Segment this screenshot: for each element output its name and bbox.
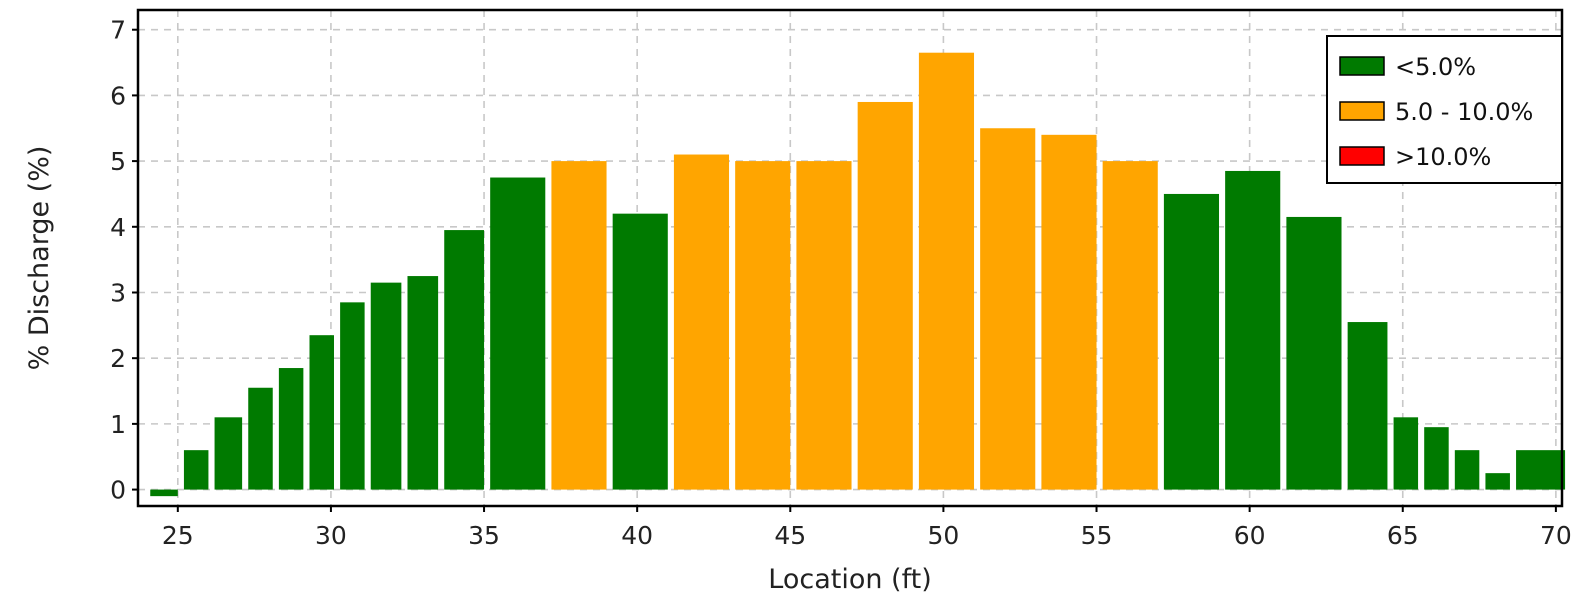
- x-tick-label: 35: [468, 521, 500, 550]
- legend: <5.0% 5.0 - 10.0% >10.0%: [1326, 35, 1563, 184]
- bar-6: [340, 302, 365, 490]
- y-tick-label: 3: [110, 278, 126, 307]
- y-tick-label: 7: [110, 16, 126, 45]
- legend-swatch: [1339, 56, 1385, 76]
- bar-15: [796, 161, 852, 490]
- bar-22: [1225, 170, 1281, 490]
- bar-8: [407, 276, 439, 490]
- bar-28: [1485, 473, 1510, 490]
- bar-18: [980, 128, 1036, 490]
- bar-0: [150, 489, 178, 497]
- y-tick-label: 4: [110, 213, 126, 242]
- bar-7: [370, 282, 402, 490]
- y-tick-label: 1: [110, 410, 126, 439]
- bar-10: [490, 177, 546, 490]
- bar-27: [1454, 450, 1480, 490]
- legend-label: <5.0%: [1395, 53, 1476, 81]
- bars: [150, 52, 1566, 497]
- x-axis-title: Location (ft): [768, 564, 931, 595]
- bar-19: [1041, 134, 1097, 490]
- bar-16: [857, 101, 913, 490]
- y-tick-label: 6: [110, 81, 126, 110]
- bar-13: [673, 154, 730, 490]
- y-tick-label: 0: [110, 476, 126, 505]
- bar-29: [1516, 450, 1566, 490]
- bar-4: [278, 368, 304, 490]
- bar-26: [1424, 427, 1449, 490]
- bar-9: [444, 230, 485, 490]
- y-tick-label: 5: [110, 147, 126, 176]
- x-tick-label: 70: [1540, 521, 1572, 550]
- x-tick-label: 60: [1234, 521, 1266, 550]
- legend-swatch: [1339, 146, 1385, 166]
- bar-20: [1102, 161, 1158, 490]
- x-tick-label: 25: [162, 521, 194, 550]
- bar-23: [1286, 216, 1342, 490]
- plot-frame: [136, 8, 1564, 508]
- x-tick-label: 45: [774, 521, 806, 550]
- bar-17: [918, 52, 975, 490]
- bar-25: [1393, 417, 1419, 490]
- bar-21: [1163, 193, 1220, 490]
- bar-3: [248, 387, 273, 490]
- bar-2: [214, 417, 243, 490]
- bar-14: [735, 161, 791, 490]
- bar-24: [1347, 322, 1388, 490]
- x-tick-label: 30: [315, 521, 347, 550]
- bar-11: [551, 161, 607, 490]
- x-tick-label: 50: [927, 521, 959, 550]
- x-tick-label: 40: [621, 521, 653, 550]
- y-axis-title: % Discharge (%): [24, 146, 55, 371]
- legend-label: >10.0%: [1395, 143, 1491, 171]
- legend-label: 5.0 - 10.0%: [1395, 98, 1533, 126]
- bar-12: [612, 213, 668, 490]
- bar-5: [309, 335, 334, 490]
- x-tick-label: 55: [1081, 521, 1113, 550]
- legend-swatch: [1339, 101, 1385, 121]
- x-tick-label: 65: [1387, 521, 1419, 550]
- bar-1: [183, 450, 209, 490]
- y-tick-label: 2: [110, 344, 126, 373]
